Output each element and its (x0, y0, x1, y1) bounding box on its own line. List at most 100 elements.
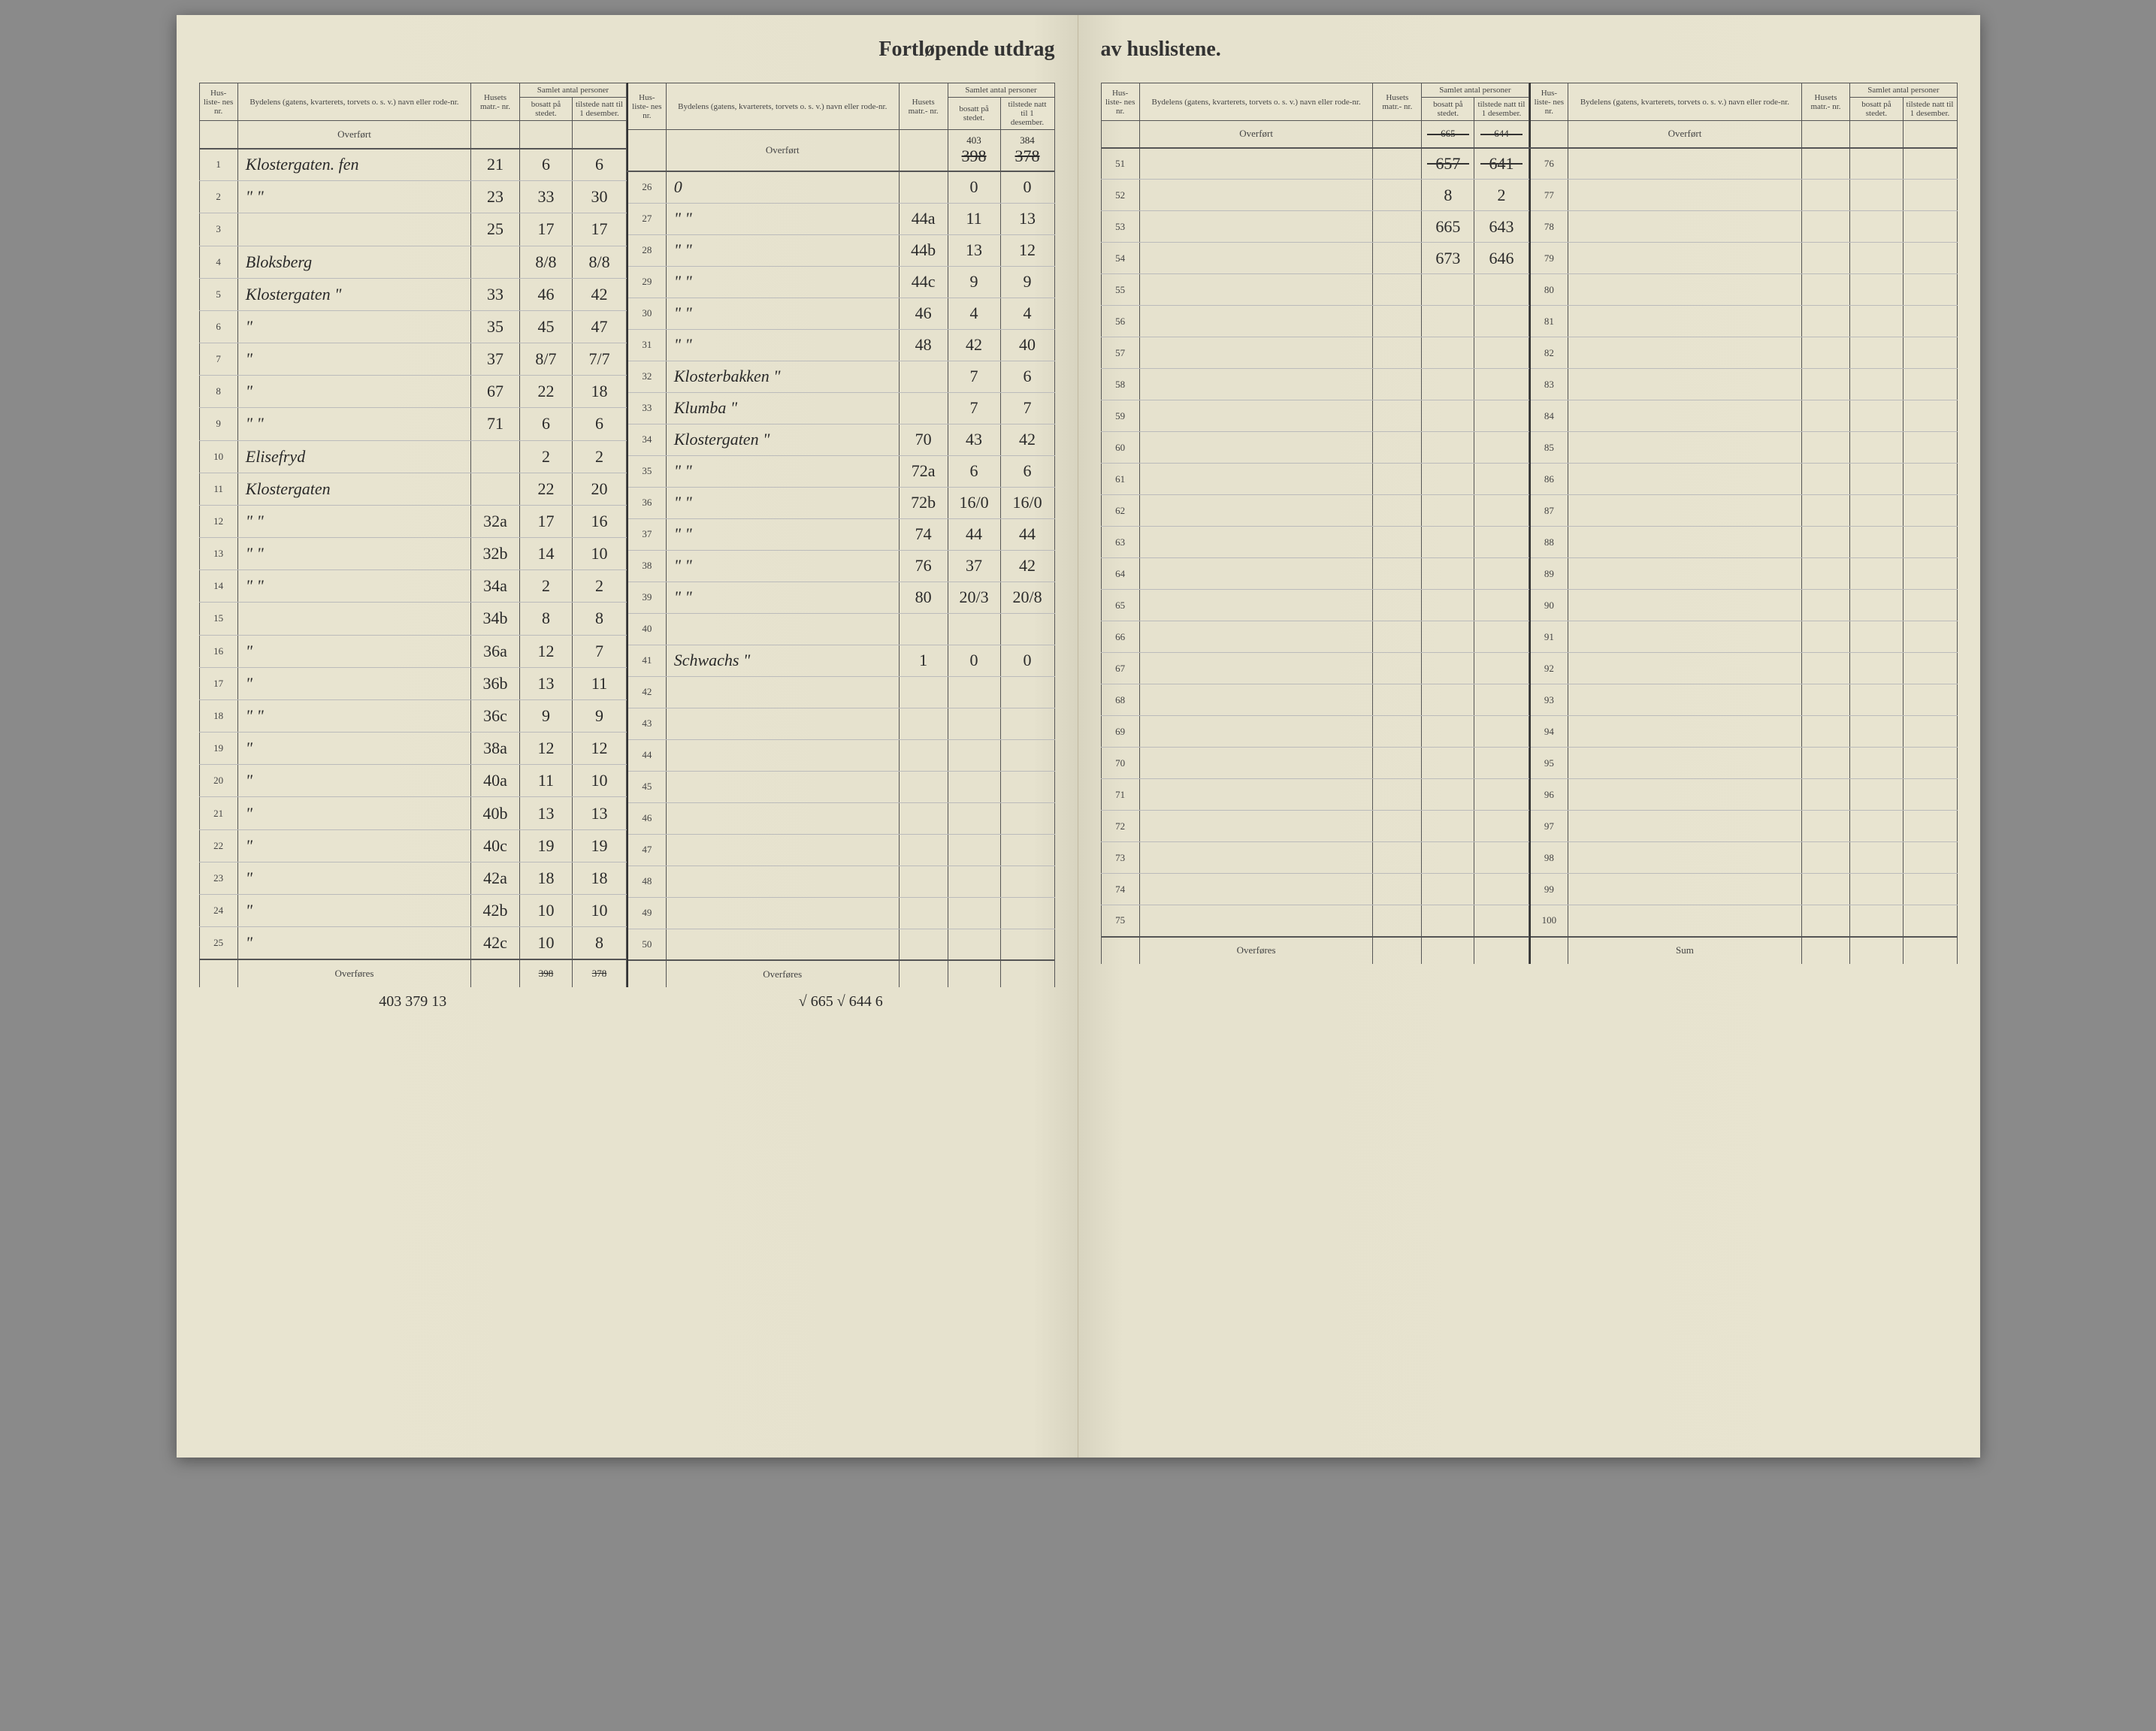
row-bosatt (1850, 621, 1903, 653)
row-tilstede (1903, 369, 1957, 400)
overfort-bosatt: 403398 (948, 130, 1000, 172)
row-nr: 57 (1101, 337, 1139, 369)
table-row: 53 665 643 (1101, 211, 1529, 243)
hdr-bosatt: bosatt på stedet. (1422, 98, 1474, 121)
cell (1373, 121, 1422, 148)
row-matr (1373, 653, 1422, 684)
row-nr: 92 (1530, 653, 1568, 684)
table-row: 3 25 17 17 (199, 213, 627, 246)
table-row: 5 Klostergaten " 33 46 42 (199, 278, 627, 310)
row-matr: 32b (471, 538, 520, 570)
row-bosatt (1422, 874, 1474, 905)
row-matr: 34b (471, 603, 520, 635)
row-matr (1373, 274, 1422, 306)
table-row: 35 " " 72a 6 6 (627, 455, 1054, 487)
cell (1101, 121, 1139, 148)
row-name: " (237, 343, 470, 376)
row-name (1568, 716, 1801, 748)
row-nr: 54 (1101, 243, 1139, 274)
row-name (666, 834, 899, 866)
row-matr (1373, 306, 1422, 337)
row-name (666, 739, 899, 771)
row-tilstede (1903, 400, 1957, 432)
row-name: " (237, 927, 470, 959)
table-row: 26 0 0 0 (627, 171, 1054, 203)
row-bosatt (1422, 811, 1474, 842)
table-row: 87 (1530, 495, 1958, 527)
row-nr: 48 (627, 866, 666, 897)
row-matr (1373, 180, 1422, 211)
row-tilstede: 8/8 (573, 246, 627, 278)
row-bosatt: 665 (1422, 211, 1474, 243)
row-nr: 24 (199, 894, 237, 926)
row-nr: 56 (1101, 306, 1139, 337)
hdr-samlet: Samlet antal personer (1422, 83, 1529, 98)
row-nr: 16 (199, 635, 237, 667)
row-bosatt: 2 (519, 570, 572, 603)
table-row: 78 (1530, 211, 1958, 243)
row-name (1568, 243, 1801, 274)
row-tilstede: 2 (1474, 180, 1529, 211)
ledger-left-col1: Hus- liste- nes nr. Bydelens (gatens, kv… (199, 83, 627, 987)
row-nr: 77 (1530, 180, 1568, 211)
table-header: Hus- liste- nes nr. Bydelens (gatens, kv… (627, 83, 1054, 130)
row-matr (471, 440, 520, 473)
row-tilstede: 9 (1000, 266, 1054, 298)
row-tilstede: 47 (573, 310, 627, 343)
row-name (666, 708, 899, 739)
overfort-label: Overført (1568, 121, 1801, 148)
row-nr: 4 (199, 246, 237, 278)
row-nr: 6 (199, 310, 237, 343)
row-matr (899, 897, 948, 929)
row-tilstede (1474, 811, 1529, 842)
row-matr (1801, 274, 1850, 306)
table-row: 95 (1530, 748, 1958, 779)
row-tilstede: 643 (1474, 211, 1529, 243)
row-tilstede (1903, 842, 1957, 874)
row-matr: 46 (899, 298, 948, 329)
hdr-tilstede: tilstede natt til 1 desember. (1474, 98, 1529, 121)
row-bosatt: 22 (519, 473, 572, 505)
cell (1801, 937, 1850, 964)
row-nr: 36 (627, 487, 666, 518)
row-name (237, 213, 470, 246)
row-nr: 78 (1530, 211, 1568, 243)
row-name (1568, 337, 1801, 369)
row-matr: 23 (471, 181, 520, 213)
row-tilstede: 646 (1474, 243, 1529, 274)
row-matr (899, 171, 948, 203)
row-matr (899, 613, 948, 645)
row-matr (1373, 369, 1422, 400)
row-nr: 23 (199, 862, 237, 894)
left-page: Fortløpende utdrag Hus- liste- nes nr. B… (177, 15, 1078, 1458)
row-matr (1801, 779, 1850, 811)
row-matr: 76 (899, 550, 948, 582)
row-bosatt: 46 (519, 278, 572, 310)
row-name (1568, 779, 1801, 811)
row-matr: 42c (471, 927, 520, 959)
row-nr: 32 (627, 361, 666, 392)
row-nr: 70 (1101, 748, 1139, 779)
row-nr: 19 (199, 733, 237, 765)
row-bosatt: 17 (519, 213, 572, 246)
row-nr: 72 (1101, 811, 1139, 842)
row-matr (899, 676, 948, 708)
row-matr (1801, 432, 1850, 464)
row-bosatt (1850, 337, 1903, 369)
row-bosatt (1850, 684, 1903, 716)
table-header: Hus- liste- nes nr. Bydelens (gatens, kv… (199, 83, 627, 121)
row-nr: 31 (627, 329, 666, 361)
table-row: 38 " " 76 37 42 (627, 550, 1054, 582)
row-tilstede (1474, 684, 1529, 716)
overfort-tilstede (1903, 121, 1957, 148)
row-matr (1373, 337, 1422, 369)
row-nr: 74 (1101, 874, 1139, 905)
row-bosatt: 0 (948, 645, 1000, 676)
row-bosatt (1850, 842, 1903, 874)
row-nr: 55 (1101, 274, 1139, 306)
row-tilstede (1474, 779, 1529, 811)
row-nr: 82 (1530, 337, 1568, 369)
row-tilstede: 42 (1000, 550, 1054, 582)
table-row: 44 (627, 739, 1054, 771)
row-nr: 91 (1530, 621, 1568, 653)
